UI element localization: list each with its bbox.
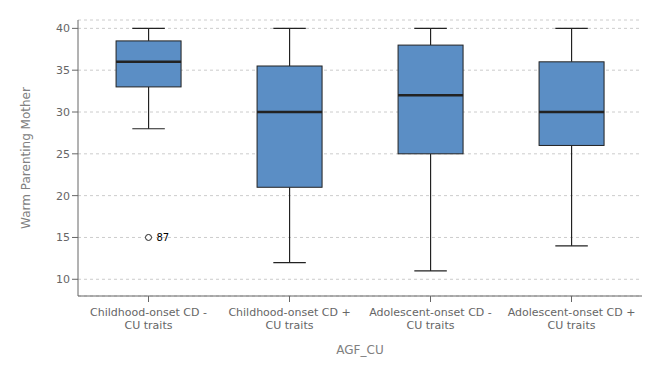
- svg-text:35: 35: [56, 64, 70, 77]
- svg-text:Warm Parenting Mother: Warm Parenting Mother: [19, 87, 33, 229]
- svg-text:25: 25: [56, 148, 70, 161]
- svg-text:Adolescent-onset CD +CU traits: Adolescent-onset CD +CU traits: [508, 306, 636, 332]
- svg-text:Adolescent-onset CD -CU traits: Adolescent-onset CD -CU traits: [369, 306, 492, 332]
- svg-text:Childhood-onset CD +CU traits: Childhood-onset CD +CU traits: [228, 306, 350, 332]
- svg-text:30: 30: [56, 106, 70, 119]
- svg-text:87: 87: [157, 232, 170, 243]
- svg-text:40: 40: [56, 22, 70, 35]
- svg-text:10: 10: [56, 273, 70, 286]
- svg-text:Childhood-onset CD -CU traits: Childhood-onset CD -CU traits: [90, 306, 207, 332]
- svg-text:15: 15: [56, 231, 70, 244]
- svg-text:AGF_CU: AGF_CU: [336, 343, 383, 357]
- svg-text:20: 20: [56, 190, 70, 203]
